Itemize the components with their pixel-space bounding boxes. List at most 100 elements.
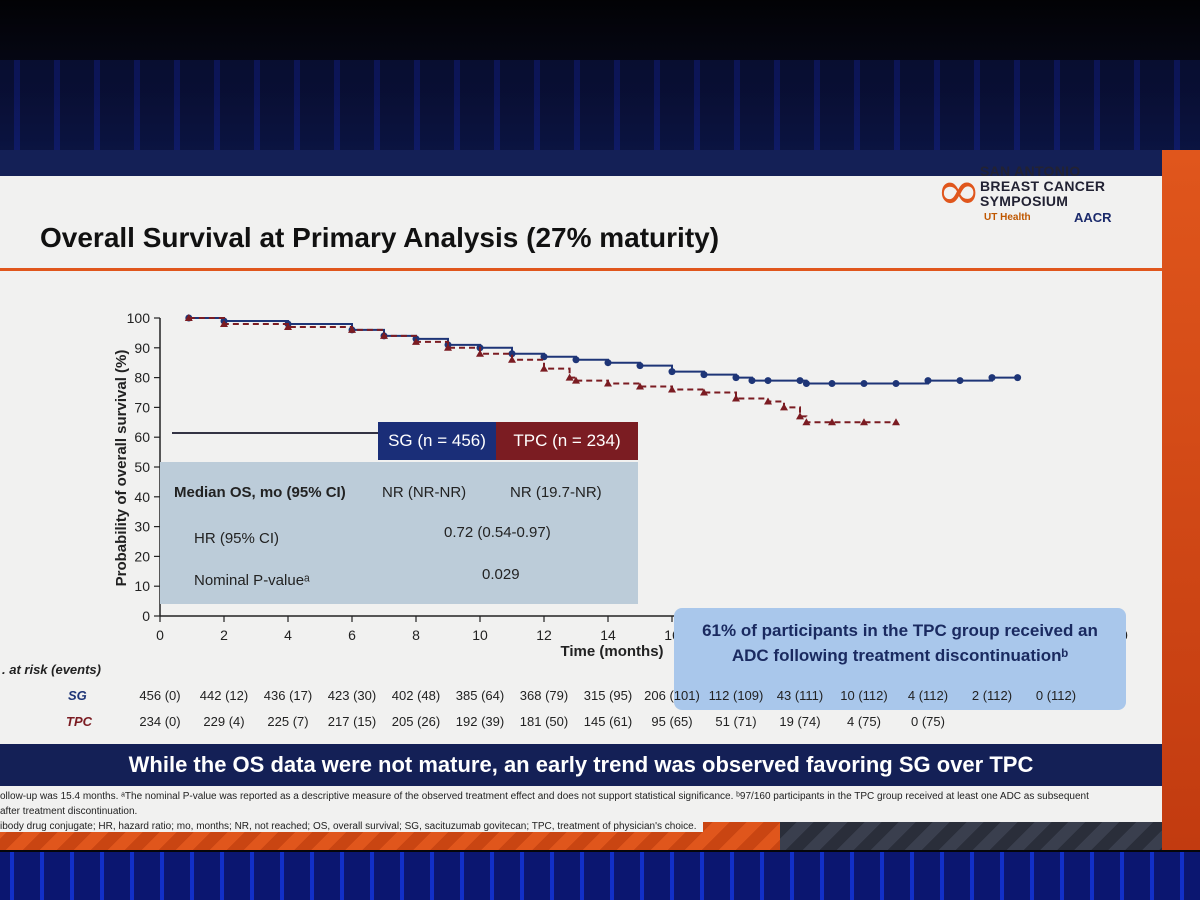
sg-at-risk-cell: 2 (112) — [971, 688, 1013, 703]
footnote-1: ollow-up was 15.4 months. ᵃThe nominal P… — [0, 791, 1089, 802]
tpc-at-risk-cell: 0 (75) — [911, 714, 945, 729]
sg-censor-point — [604, 359, 612, 367]
stage-lights — [0, 60, 1200, 160]
sg-at-risk-cell: 112 (109) — [708, 688, 764, 703]
stage-floor — [0, 852, 1200, 900]
sg-censor-point — [764, 377, 772, 385]
x-tick-label: 10 — [472, 627, 488, 643]
tpc-at-risk-cell: 181 (50) — [519, 714, 569, 729]
tpc-censor-point — [572, 376, 580, 384]
y-tick-label: 40 — [134, 489, 150, 505]
x-tick-label: 2 — [220, 627, 228, 643]
sg-censor-point — [956, 377, 964, 385]
x-tick-label: 14 — [600, 627, 616, 643]
sg-censor-point — [828, 380, 836, 388]
sg-censor-point — [802, 380, 810, 388]
tpc-censor-point — [444, 343, 452, 351]
sg-censor-point — [892, 380, 900, 388]
tpc-censor-point — [540, 364, 548, 372]
sabcs-logo: ∞ SAN ANTONIO BREAST CANCER SYMPOSIUM UT… — [936, 158, 1126, 236]
tpc-censor-point — [508, 355, 516, 363]
x-tick-label: 4 — [284, 627, 292, 643]
y-tick-label: 10 — [134, 578, 150, 594]
chart-series — [184, 314, 1022, 426]
y-tick-label: 50 — [134, 459, 150, 475]
tpc-censor-point — [796, 412, 804, 420]
aacr-logo: AACR — [1074, 210, 1112, 225]
at-risk-sg-label: SG — [68, 688, 87, 703]
logo-line-2: BREAST CANCER — [980, 178, 1106, 194]
slide-top-bar — [0, 150, 1200, 176]
tpc-censor-point — [764, 397, 772, 405]
y-tick-label: 30 — [134, 519, 150, 535]
sg-at-risk-cell: 0 (112) — [1035, 688, 1077, 703]
median-os-label: Median OS, mo (95% CI) — [174, 484, 346, 501]
tpc-censor-point — [860, 418, 868, 426]
sg-censor-point — [572, 356, 580, 364]
tpc-censor-point — [604, 379, 612, 387]
y-tick-label: 20 — [134, 548, 150, 564]
tpc-at-risk-cell: 192 (39) — [455, 714, 505, 729]
y-tick-label: 90 — [134, 340, 150, 356]
sg-at-risk-cell: 43 (111) — [776, 688, 824, 703]
sg-censor-point — [540, 353, 548, 361]
y-tick-label: 70 — [134, 399, 150, 415]
sg-at-risk-cell: 456 (0) — [139, 688, 181, 703]
tpc-censor-point — [476, 349, 484, 357]
tpc-at-risk-cell: 95 (65) — [651, 714, 693, 729]
tpc-censor-point — [636, 382, 644, 390]
y-tick-label: 0 — [142, 608, 150, 624]
tpc-censor-point — [802, 418, 811, 426]
slide-title: Overall Survival at Primary Analysis (27… — [40, 222, 720, 253]
hr-value: 0.72 (0.54-0.97) — [444, 524, 551, 541]
tpc-censor-point — [780, 403, 788, 411]
tpc-at-risk-cell: 234 (0) — [139, 714, 181, 729]
footnote-2: after treatment discontinuation. — [0, 806, 138, 817]
x-axis-label: Time (months) — [560, 643, 663, 660]
footnote-3: ibody drug conjugate; HR, hazard ratio; … — [0, 821, 703, 832]
tpc-censor-point — [700, 388, 708, 396]
median-os-tpc: NR (19.7-NR) — [510, 484, 602, 501]
sg-censor-point — [924, 377, 932, 385]
stats-table-body — [160, 462, 638, 604]
tpc-censor-point — [668, 385, 676, 393]
hr-label: HR (95% CI) — [194, 530, 280, 547]
ribbon-icon: ∞ — [936, 159, 981, 222]
tpc-at-risk-cell: 229 (4) — [203, 714, 245, 729]
y-tick-label: 60 — [134, 429, 150, 445]
sg-censor-point — [860, 380, 868, 388]
tpc-at-risk-cell: 205 (26) — [391, 714, 441, 729]
sg-censor-point — [988, 374, 996, 382]
os-stats-table: SG (n = 456) TPC (n = 234) Median OS, mo… — [160, 422, 638, 604]
title-divider — [0, 268, 1162, 271]
sg-at-risk-cell: 4 (112) — [907, 688, 949, 703]
presentation-slide: ∞ SAN ANTONIO BREAST CANCER SYMPOSIUM UT… — [0, 150, 1200, 850]
sg-at-risk-cell: 368 (79) — [519, 688, 569, 703]
sg-censor-point — [668, 368, 676, 376]
tpc-at-risk-cell: 145 (61) — [583, 714, 633, 729]
tpc-censor-point — [565, 373, 574, 381]
tpc-censor-point — [220, 319, 228, 327]
at-risk-tpc-label: TPC — [66, 714, 92, 729]
stats-header-rule — [172, 432, 378, 434]
x-tick-label: 8 — [412, 627, 420, 643]
tpc-censor-point — [284, 322, 292, 330]
sg-at-risk-cell: 442 (12) — [199, 688, 249, 703]
sg-at-risk-cell: 315 (95) — [583, 688, 633, 703]
sg-at-risk-cell: 206 (101) — [644, 688, 700, 703]
sg-censor-point — [748, 377, 756, 385]
tpc-at-risk-cell: 19 (74) — [779, 714, 821, 729]
y-tick-label: 100 — [127, 310, 151, 326]
x-tick-label: 12 — [536, 627, 552, 643]
tpc-censor-point — [828, 418, 836, 426]
p-value: 0.029 — [482, 566, 520, 583]
p-value-label: Nominal P-valueᵃ — [194, 572, 310, 589]
tpc-at-risk-cell: 51 (71) — [715, 714, 757, 729]
sg-at-risk-cell: 423 (30) — [327, 688, 377, 703]
slide-side-bar — [1162, 150, 1200, 850]
tpc-column-header: TPC (n = 234) — [496, 422, 638, 460]
tpc-at-risk-cell: 217 (15) — [327, 714, 377, 729]
slide-decor-stripes-dark — [780, 822, 1162, 850]
tpc-censor-point — [412, 337, 420, 345]
conclusion-banner: While the OS data were not mature, an ea… — [0, 744, 1162, 786]
